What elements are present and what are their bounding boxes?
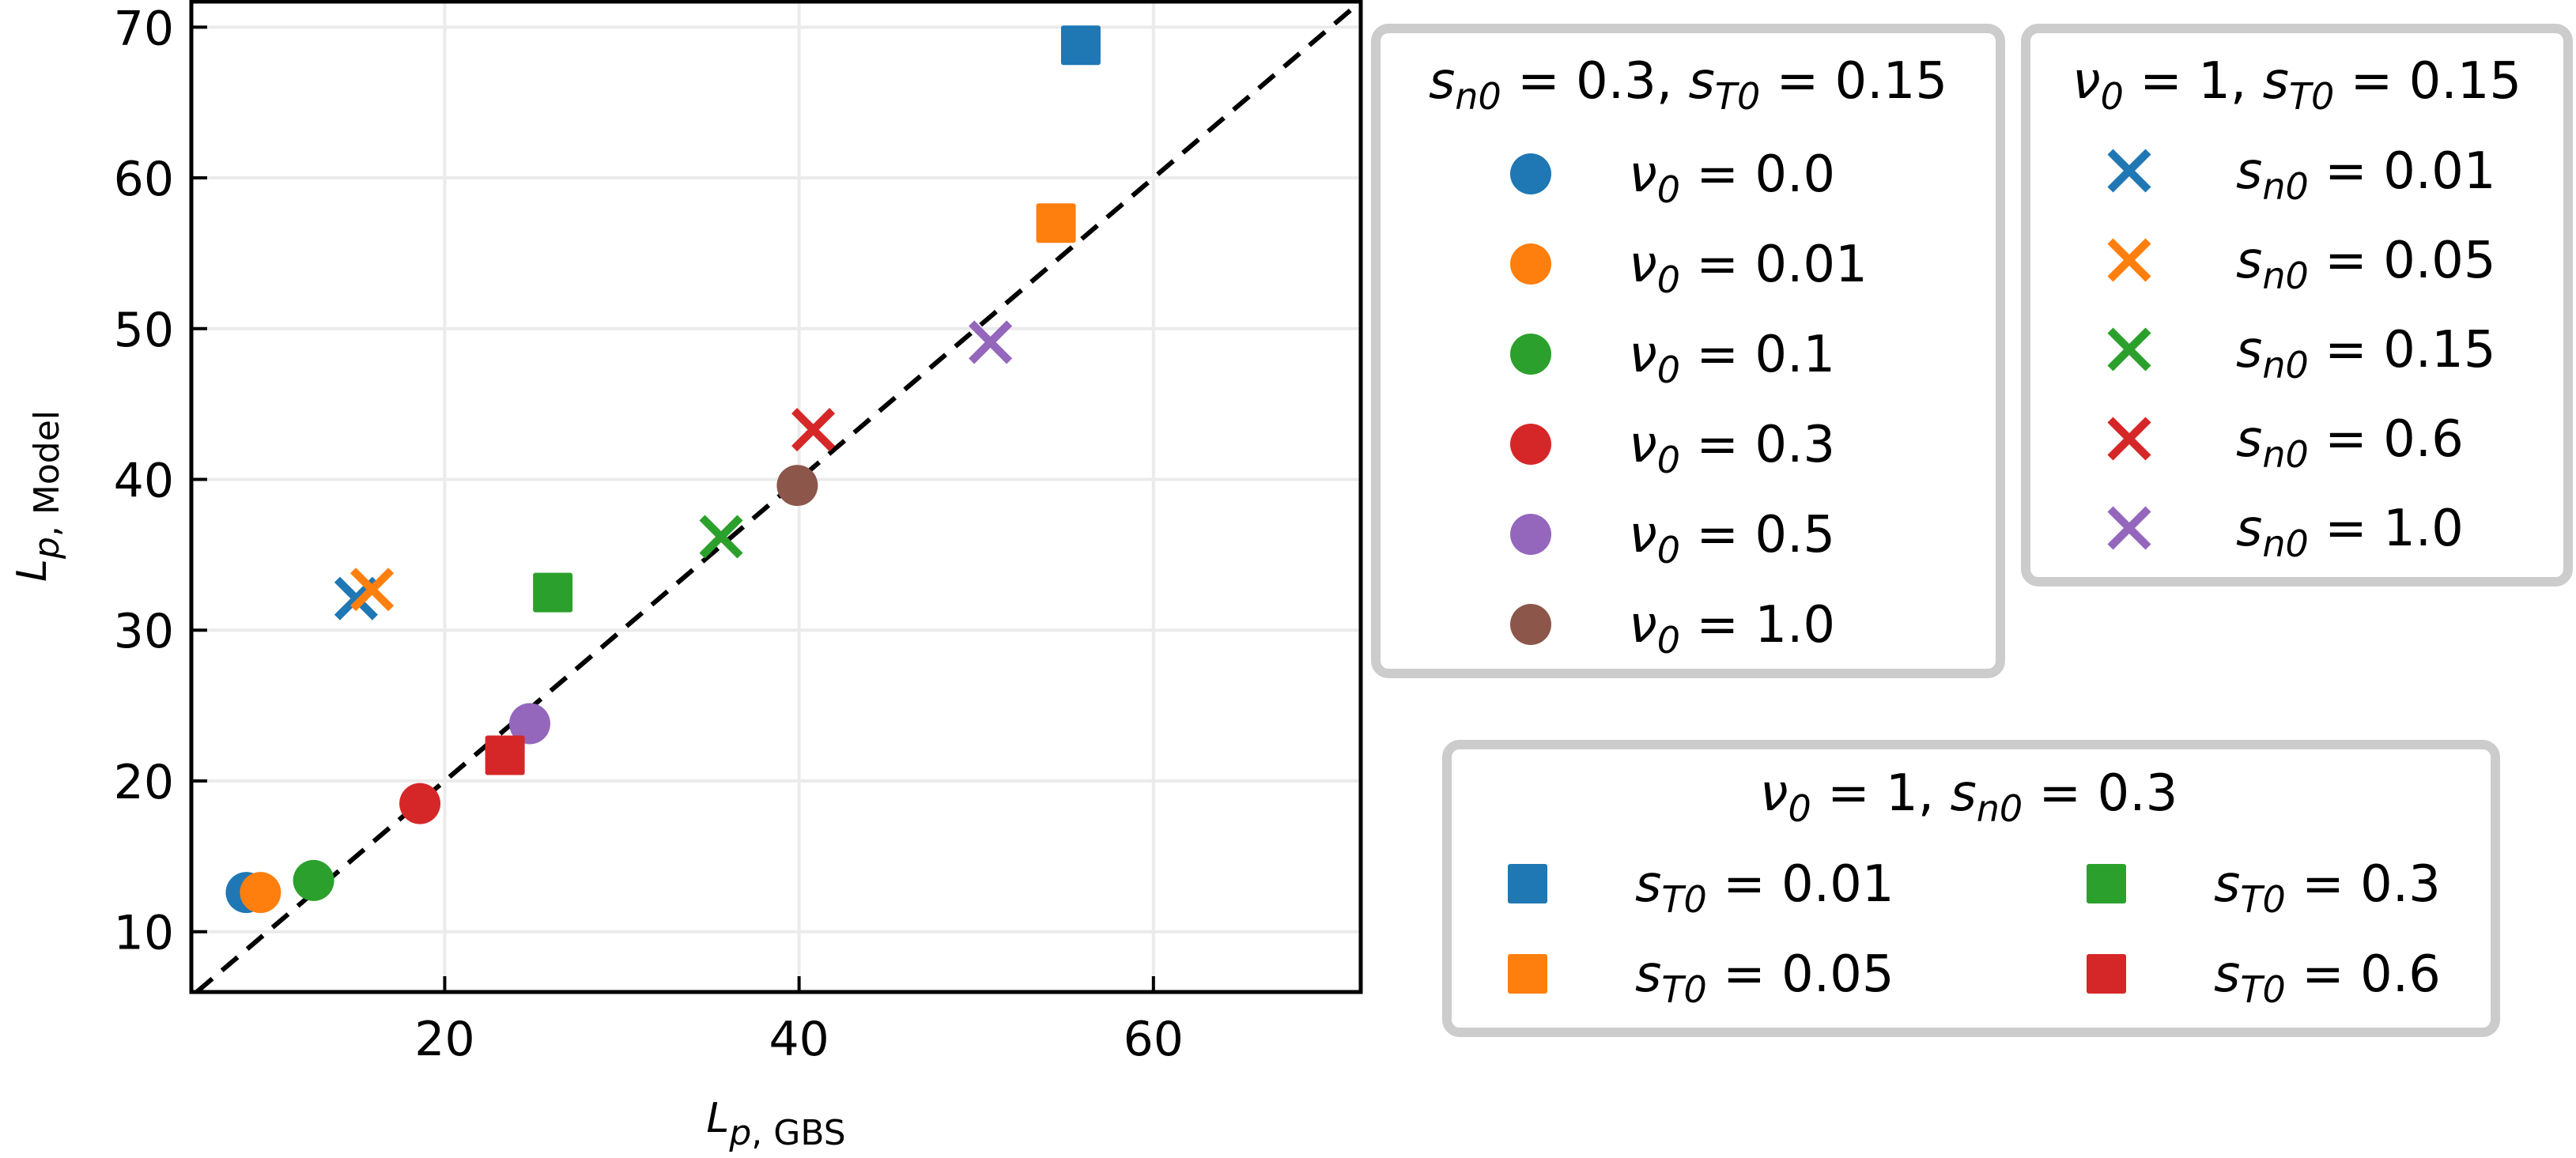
data-points bbox=[225, 25, 1101, 914]
x-axis-label: Lp, GBS bbox=[706, 1095, 845, 1153]
square-marker bbox=[1508, 864, 1547, 903]
circle-marker bbox=[240, 872, 281, 914]
legend-label: ν0 = 0.5 bbox=[1629, 506, 1835, 571]
legend-squares-sT0: ν0 = 1, sn0 = 0.3 sT0 = 0.01 sT0 = 0.05 sT0… bbox=[1442, 740, 2500, 1037]
x-marker bbox=[699, 515, 743, 559]
y-axis-label: Lp, Model bbox=[9, 410, 67, 582]
y-tick-label: 30 bbox=[114, 604, 174, 659]
y-tick-label: 20 bbox=[114, 755, 174, 810]
legend-label: ν0 = 0.1 bbox=[1629, 326, 1835, 391]
legend-crosses-sn0: ν0 = 1, sT0 = 0.15 sn0 = 0.01 sn0 = 0.05 sn… bbox=[2021, 24, 2573, 587]
square-marker bbox=[2087, 864, 2126, 903]
legend-label: sn0 = 0.05 bbox=[2236, 232, 2496, 297]
x-tick-label: 20 bbox=[414, 1012, 474, 1067]
legend-label: sn0 = 1.0 bbox=[2236, 500, 2464, 565]
y-tick-label: 50 bbox=[114, 303, 174, 358]
x-marker bbox=[350, 568, 395, 612]
legend-label: ν0 = 0.3 bbox=[1629, 416, 1835, 481]
legend-frame bbox=[1442, 740, 2500, 1037]
x-marker bbox=[791, 408, 836, 452]
reference-line-y-equals-x bbox=[195, 0, 1362, 994]
x-marker bbox=[2107, 417, 2151, 461]
grid-lines bbox=[191, 0, 1361, 992]
square-marker bbox=[1036, 203, 1076, 243]
square-marker bbox=[533, 572, 573, 613]
legend-circles-nu0: sn0 = 0.3, sT0 = 0.15 ν0 = 0.0 ν0 = 0.01 ν0… bbox=[1371, 24, 2005, 678]
square-marker bbox=[1508, 954, 1547, 994]
y-tick-label: 70 bbox=[114, 1, 174, 56]
square-marker bbox=[485, 735, 525, 775]
legend-label: ν0 = 0.0 bbox=[1629, 145, 1835, 211]
circle-marker bbox=[1510, 604, 1551, 645]
legend-label: ν0 = 1.0 bbox=[1629, 596, 1835, 662]
legend-label: sT0 = 0.05 bbox=[1635, 945, 1894, 1011]
x-axis-label-sub: , GBS bbox=[751, 1113, 845, 1153]
plot-frame bbox=[189, 0, 1363, 994]
x-marker bbox=[2107, 327, 2151, 372]
legend-label: sT0 = 0.6 bbox=[2214, 945, 2441, 1011]
x-tick-label: 60 bbox=[1124, 1012, 1184, 1067]
circle-marker bbox=[1510, 243, 1551, 285]
x-marker bbox=[969, 320, 1013, 364]
legend-label: sn0 = 0.01 bbox=[2236, 142, 2496, 208]
circle-marker bbox=[1510, 514, 1551, 555]
circle-marker bbox=[509, 703, 551, 745]
circle-marker bbox=[399, 783, 441, 824]
x-marker bbox=[2107, 238, 2151, 282]
square-marker bbox=[2087, 954, 2126, 994]
legend-label: sT0 = 0.3 bbox=[2214, 855, 2441, 921]
circle-marker bbox=[1510, 424, 1551, 465]
x-tick-label: 40 bbox=[769, 1012, 829, 1067]
y-tick-label: 40 bbox=[114, 454, 174, 509]
circle-marker bbox=[293, 859, 334, 901]
legend-frame bbox=[2021, 24, 2573, 587]
identity-reference-line bbox=[195, 0, 1362, 994]
legend-title: ν0 = 1, sT0 = 0.15 bbox=[2072, 52, 2521, 118]
circle-marker bbox=[776, 465, 818, 507]
legend-title: sn0 = 0.3, sT0 = 0.15 bbox=[1429, 52, 1947, 118]
circle-marker bbox=[1510, 153, 1551, 194]
legend-label: ν0 = 0.01 bbox=[1629, 236, 1868, 301]
x-marker bbox=[2107, 506, 2151, 550]
legend-label: sT0 = 0.01 bbox=[1635, 855, 1894, 921]
axis-ticks: 20 40 60 10 20 30 40 50 60 70 bbox=[114, 1, 1184, 1067]
y-tick-label: 60 bbox=[114, 152, 174, 207]
legend-label: sn0 = 0.6 bbox=[2236, 410, 2464, 476]
circle-marker bbox=[1510, 334, 1551, 375]
y-tick-label: 10 bbox=[114, 906, 174, 961]
x-marker bbox=[2107, 149, 2151, 193]
legend-label: sn0 = 0.15 bbox=[2236, 321, 2496, 387]
square-marker bbox=[1060, 25, 1101, 66]
legend-title: ν0 = 1, sn0 = 0.3 bbox=[1760, 764, 2178, 830]
